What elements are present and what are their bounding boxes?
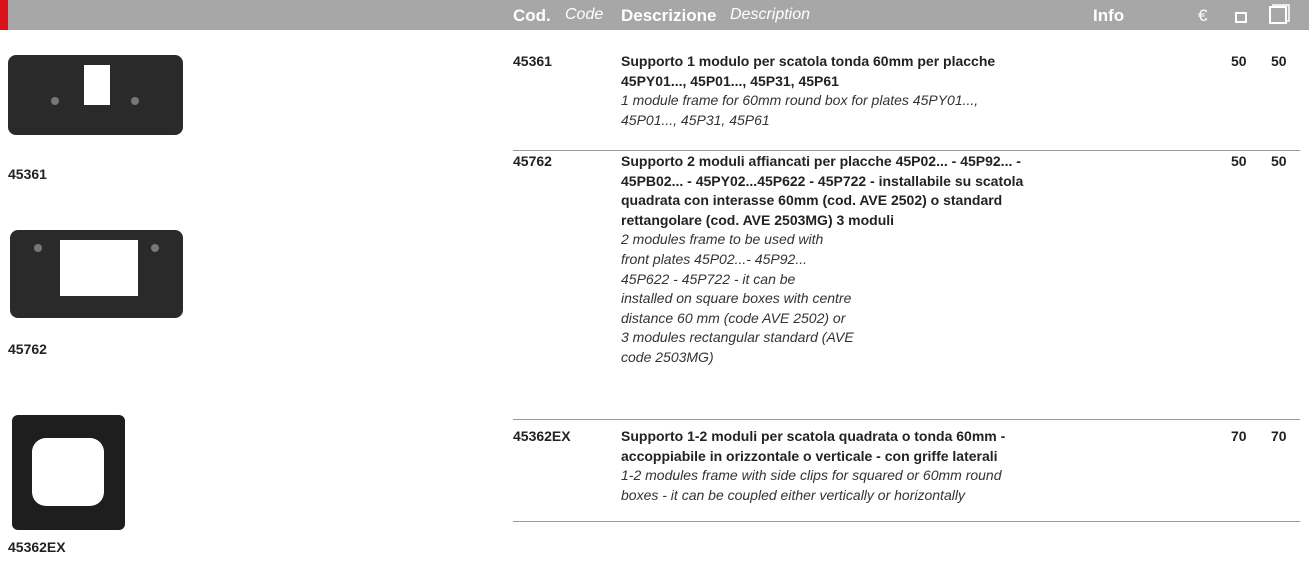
- description-en: front plates 45P02...- 45P92...: [621, 251, 808, 267]
- description-it: 45PB02... - 45PY02...45P622 - 45P722 - i…: [621, 172, 1024, 189]
- qty-large: 70: [1271, 428, 1287, 444]
- description-en: 1 module frame for 60mm round box for pl…: [621, 92, 979, 109]
- red-strip: [0, 0, 8, 30]
- description-en: 3 modules rectangular standard (AVE: [621, 329, 854, 346]
- description-en: 45P01..., 45P31, 45P61: [621, 111, 770, 128]
- description-en: installed on square boxes with centre: [621, 290, 852, 307]
- header-info: Info: [1093, 6, 1125, 25]
- description-it: accoppiabile in orizzontale o verticale …: [621, 447, 998, 464]
- header-code: Cod.: [513, 6, 551, 25]
- description-it: rettangolare (cod. AVE 2503MG) 3 moduli: [621, 211, 895, 228]
- header-currency: €: [1198, 6, 1208, 25]
- description-it: 45PY01..., 45P01..., 45P31, 45P61: [621, 72, 839, 89]
- header-bar: [0, 0, 1309, 30]
- pack-icons: [1235, 4, 1290, 24]
- image-caption: 45762: [8, 341, 47, 357]
- row-separator: [513, 419, 1300, 420]
- description-en: code 2503MG): [621, 349, 714, 365]
- row-separator: [513, 150, 1300, 151]
- description-it: Supporto 2 moduli affiancati per placche…: [621, 153, 1021, 169]
- qty-large: 50: [1271, 153, 1287, 169]
- description-en: boxes - it can be coupled either vertica…: [621, 486, 965, 503]
- row-separator: [513, 521, 1300, 522]
- image-caption: 45361: [8, 166, 47, 182]
- description-en: distance 60 mm (code AVE 2502) or: [621, 309, 846, 326]
- header-code-en: Code: [565, 6, 604, 23]
- description-it: Supporto 1 modulo per scatola tonda 60mm…: [621, 53, 996, 69]
- qty-small: 70: [1231, 428, 1247, 444]
- header-description: Descrizione: [621, 6, 717, 25]
- image-caption: 45362EX: [8, 539, 66, 555]
- product-code: 45361: [513, 53, 552, 69]
- description-en: 1-2 modules frame with side clips for sq…: [621, 467, 1002, 484]
- header-description-en: Description: [730, 6, 811, 23]
- description-it: Supporto 1-2 moduli per scatola quadrata…: [621, 428, 1006, 444]
- qty-large: 50: [1271, 53, 1287, 69]
- qty-small: 50: [1231, 153, 1247, 169]
- product-code: 45362EX: [513, 428, 571, 444]
- product-images: [8, 55, 183, 530]
- description-en: 45P622 - 45P722 - it can be: [621, 270, 796, 287]
- qty-small: 50: [1231, 53, 1247, 69]
- product-code: 45762: [513, 153, 552, 169]
- description-en: 2 modules frame to be used with: [621, 231, 824, 248]
- description-it: quadrata con interasse 60mm (cod. AVE 25…: [621, 192, 1003, 209]
